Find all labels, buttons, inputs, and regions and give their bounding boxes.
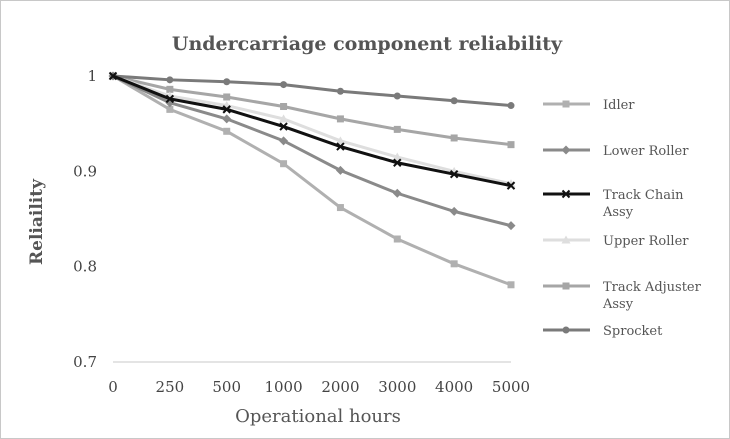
x-tick-label: 4000 (435, 378, 473, 396)
legend-label: Sprocket (603, 324, 663, 339)
data-point (561, 189, 571, 199)
data-point (222, 114, 232, 124)
data-point (335, 165, 345, 175)
data-point (336, 115, 344, 123)
x-tick-label: 5000 (492, 378, 530, 396)
x-tick-label: 1000 (264, 378, 302, 396)
data-point (507, 141, 515, 149)
data-point (562, 326, 570, 334)
data-point (223, 78, 231, 86)
data-point (108, 71, 118, 81)
data-point (166, 105, 174, 113)
data-point (393, 125, 401, 133)
data-point (165, 94, 175, 104)
data-point (393, 158, 402, 167)
data-point (336, 204, 344, 212)
legend-item: Sprocket (543, 324, 663, 339)
data-point (450, 97, 458, 105)
x-axis-title: Operational hours (235, 406, 401, 427)
data-point (335, 136, 345, 145)
data-point (280, 160, 288, 168)
series-lines (108, 71, 516, 289)
y-tick-label: 1 (87, 67, 97, 85)
data-point (393, 92, 401, 100)
data-point (279, 114, 289, 123)
legend-item: Lower Roller (543, 144, 689, 159)
y-tick-label: 0.7 (73, 353, 97, 371)
series-line (112, 74, 512, 287)
data-point (561, 235, 571, 244)
data-point (449, 169, 459, 179)
data-point (223, 127, 231, 135)
data-point (449, 206, 459, 216)
chart-title: Undercarriage component reliability (172, 33, 563, 55)
legend-label: Lower Roller (603, 144, 689, 159)
data-point (223, 93, 231, 101)
data-point (280, 81, 288, 89)
series-line (112, 74, 512, 188)
data-point (506, 181, 516, 190)
series-idler (109, 72, 515, 289)
data-point (336, 87, 344, 95)
legend-label: Track Chain Assy (602, 188, 684, 220)
series-line (112, 74, 512, 108)
legend-item: Track Chain Assy (543, 188, 684, 220)
x-tick-label: 3000 (378, 378, 416, 396)
data-point (507, 281, 515, 289)
y-tick-labels: 0.7 0.8 0.9 1 (73, 67, 97, 371)
series-line (112, 74, 512, 186)
data-point (562, 282, 570, 290)
legend-label: Track Adjuster Assy (602, 280, 702, 312)
x-tick-labels: 0 250 500 1000 2000 3000 4000 5000 (108, 378, 530, 396)
data-point (450, 260, 458, 268)
series-track-chain-assy (108, 71, 516, 190)
x-tick-label: 2000 (321, 378, 359, 396)
y-tick-label: 0.8 (73, 258, 97, 276)
data-point (562, 100, 570, 108)
data-point (392, 188, 402, 198)
x-tick-label: 250 (156, 378, 185, 396)
data-point (280, 103, 288, 111)
x-tick-label: 500 (212, 378, 241, 396)
series-line (112, 74, 512, 147)
x-tick-label: 0 (108, 378, 118, 396)
data-point (392, 152, 402, 161)
legend-label: Upper Roller (603, 234, 689, 249)
data-point (166, 76, 174, 84)
data-point (507, 102, 515, 110)
data-point (393, 235, 401, 243)
legend-item: Idler (543, 98, 635, 113)
y-tick-label: 0.9 (73, 162, 97, 180)
data-point (222, 105, 231, 114)
data-point (450, 134, 458, 142)
series-line (112, 74, 512, 228)
data-point (166, 85, 174, 93)
data-point (506, 221, 516, 231)
legend: Idler Lower Roller Track Chain Assy Upper Ro… (543, 98, 702, 339)
data-point (279, 122, 288, 131)
data-point (561, 145, 571, 155)
legend-label: Idler (603, 98, 635, 113)
data-point (336, 142, 345, 151)
y-axis-title: Reliaility (27, 178, 47, 265)
legend-item: Track Adjuster Assy (543, 280, 702, 312)
data-point (279, 136, 289, 146)
legend-item: Upper Roller (543, 234, 689, 249)
